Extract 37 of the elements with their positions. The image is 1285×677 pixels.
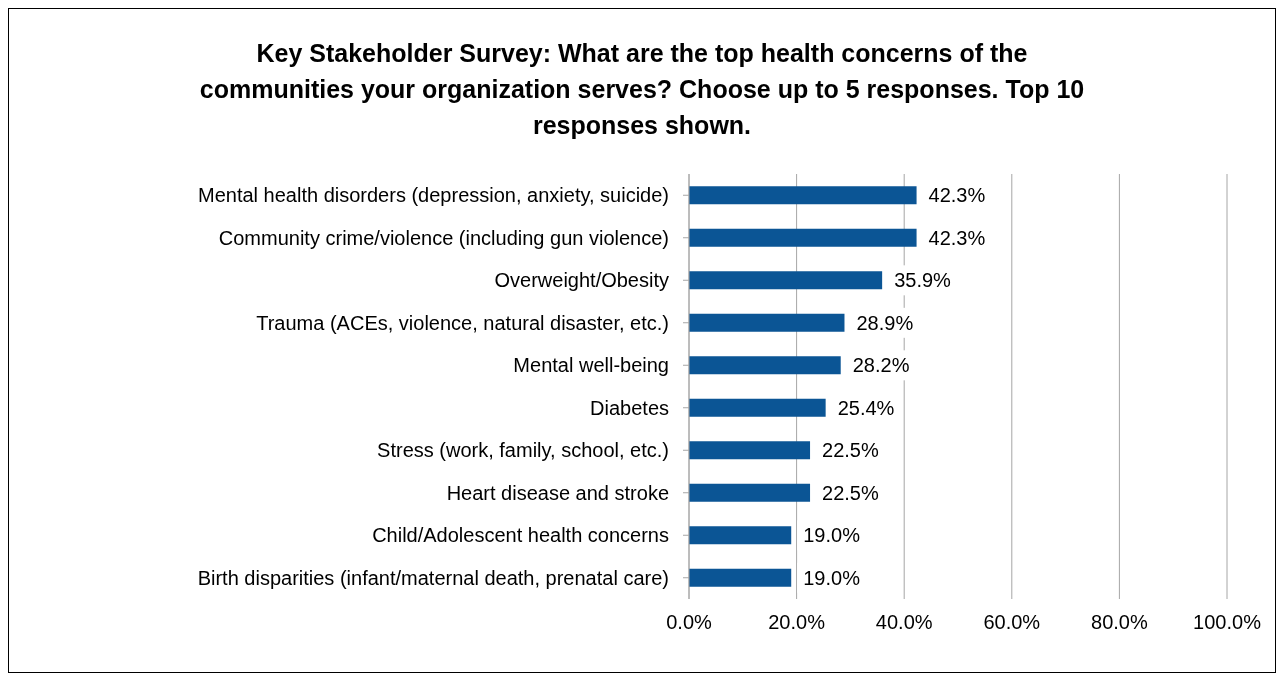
- data-label: 22.5%: [822, 439, 879, 462]
- data-label: 28.9%: [856, 311, 914, 334]
- y-tick-label: Heart disease and stroke: [446, 481, 669, 504]
- bar: [689, 186, 917, 205]
- data-label: 19.0%: [803, 524, 861, 547]
- data-label: 28.2%: [852, 354, 910, 377]
- bar: [689, 398, 826, 417]
- data-label: 19.0%: [803, 566, 861, 589]
- y-tick-label: Mental well-being: [513, 354, 669, 377]
- bar: [689, 441, 811, 460]
- bar: [689, 356, 841, 375]
- y-tick-label: Community crime/violence (including gun violence): [218, 226, 669, 249]
- x-tick-label: 60.0%: [983, 611, 1041, 634]
- bar: [689, 568, 792, 587]
- x-tick-label: 40.0%: [875, 611, 933, 634]
- y-tick-label: Overweight/Obesity: [494, 269, 669, 292]
- bar: [689, 483, 811, 502]
- data-label: 42.3%: [928, 226, 986, 249]
- bar: [689, 526, 792, 545]
- bar: [689, 228, 917, 247]
- bar: [689, 313, 845, 332]
- data-label: 25.4%: [837, 396, 895, 419]
- x-tick-label: 80.0%: [1091, 611, 1148, 634]
- y-tick-label: Trauma (ACEs, violence, natural disaster, etc.): [256, 311, 669, 334]
- x-tick-label: 0.0%: [666, 611, 713, 634]
- x-tick-label: 100.0%: [1193, 611, 1262, 634]
- chart-title: Key Stakeholder Survey: What are the top health concerns of the communities your organization serves? Choose up to 5 responses. Top 10 responses shown.: [199, 38, 1085, 141]
- bar: [689, 271, 883, 290]
- y-tick-label: Child/Adolescent health concerns: [372, 524, 669, 547]
- y-tick-label: Mental health disorders (depression, anxiety, suicide): [198, 184, 669, 207]
- x-tick-label: 20.0%: [768, 611, 826, 634]
- y-tick-label: Stress (work, family, school, etc.): [377, 439, 669, 462]
- data-label: 22.5%: [822, 481, 879, 504]
- y-tick-label: Birth disparities (infant/maternal death, prenatal care): [197, 566, 669, 589]
- y-tick-label: Diabetes: [590, 396, 669, 419]
- data-label: 35.9%: [894, 269, 952, 292]
- data-label: 42.3%: [928, 184, 986, 207]
